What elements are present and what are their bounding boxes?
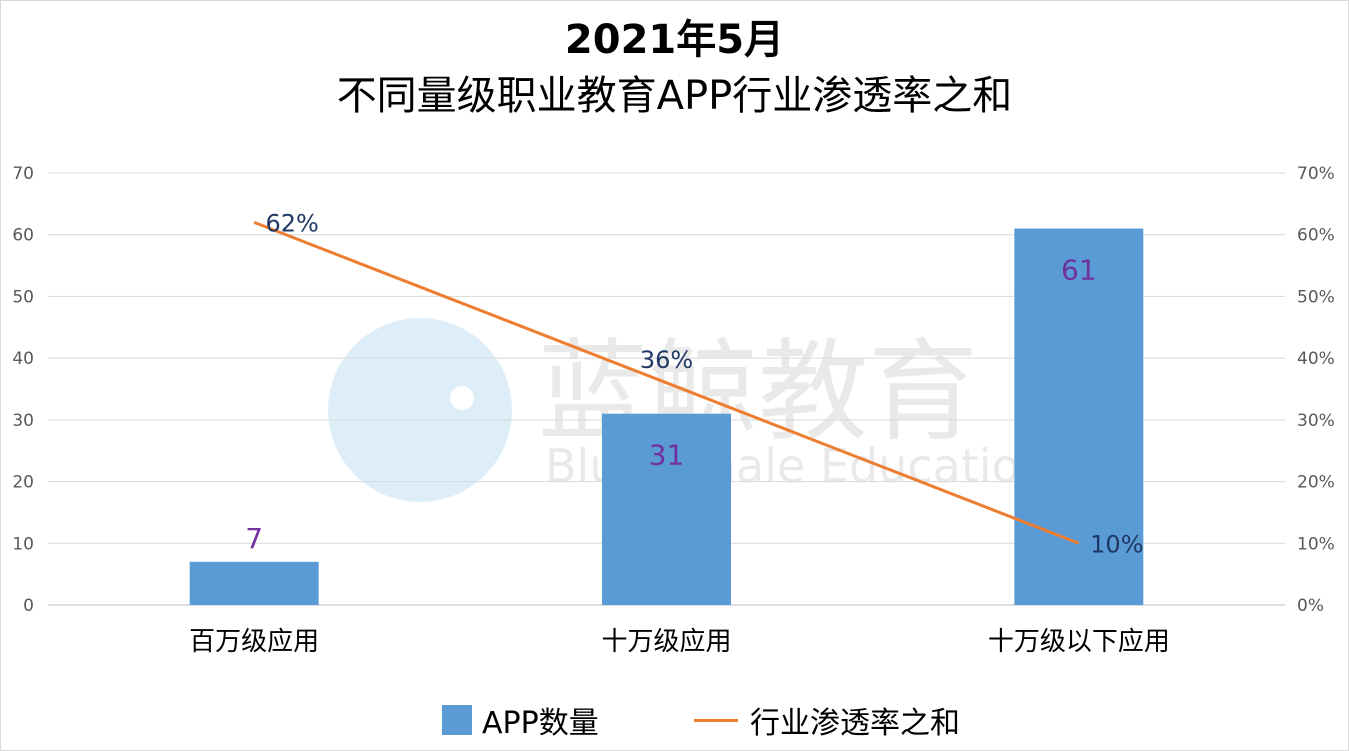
category-label: 百万级应用	[189, 627, 319, 657]
chart-title-line2: 不同量级职业教育APP行业渗透率之和	[336, 73, 1013, 119]
left-tick-label: 20	[12, 473, 34, 493]
bar-data-label: 7	[245, 522, 263, 555]
watermark-logo-icon	[328, 318, 512, 502]
bar-data-label: 31	[649, 439, 685, 472]
left-tick-label: 40	[12, 349, 34, 369]
left-tick-label: 0	[23, 596, 34, 616]
legend-line-label: 行业渗透率之和	[750, 706, 960, 741]
line-path	[253, 220, 1080, 545]
left-tick-label: 70	[12, 164, 34, 184]
x-axis: 百万级应用 十万级应用 十万级以下应用	[189, 627, 1170, 657]
left-tick-label: 30	[12, 411, 34, 431]
right-tick-label: 10%	[1297, 534, 1335, 554]
right-tick-label: 60%	[1297, 226, 1335, 246]
line-data-label: 10%	[1090, 530, 1143, 558]
bar	[602, 413, 731, 605]
bar	[189, 561, 319, 605]
legend-item-line: 行业渗透率之和	[694, 700, 960, 741]
right-tick-label: 50%	[1297, 287, 1335, 307]
left-tick-label: 50	[12, 287, 34, 307]
legend-bar-label: APP数量	[482, 706, 599, 741]
right-tick-label: 0%	[1297, 596, 1324, 616]
category-label: 十万级以下应用	[988, 627, 1170, 657]
right-tick-label: 20%	[1297, 473, 1335, 493]
category-label: 十万级应用	[601, 627, 731, 657]
legend-line-swatch	[694, 718, 738, 722]
legend-item-bar: APP数量	[442, 700, 599, 741]
legend-bar-swatch	[442, 705, 472, 735]
chart-title-line1: 2021年5月	[564, 17, 785, 63]
right-axis: 0% 10% 20% 30% 40% 50% 60% 70%	[1297, 164, 1335, 616]
right-tick-label: 30%	[1297, 411, 1335, 431]
line-series: 62% 36% 10%	[253, 209, 1144, 558]
left-axis: 0 10 20 30 40 50 60 70	[12, 164, 34, 616]
right-tick-label: 40%	[1297, 349, 1335, 369]
left-tick-label: 60	[12, 226, 34, 246]
line-data-label: 62%	[265, 209, 318, 237]
bar-data-label: 61	[1061, 254, 1097, 287]
line-data-label: 36%	[640, 346, 693, 374]
left-tick-label: 10	[12, 534, 34, 554]
right-tick-label: 70%	[1297, 164, 1335, 184]
watermark-logo-eye	[450, 386, 474, 410]
